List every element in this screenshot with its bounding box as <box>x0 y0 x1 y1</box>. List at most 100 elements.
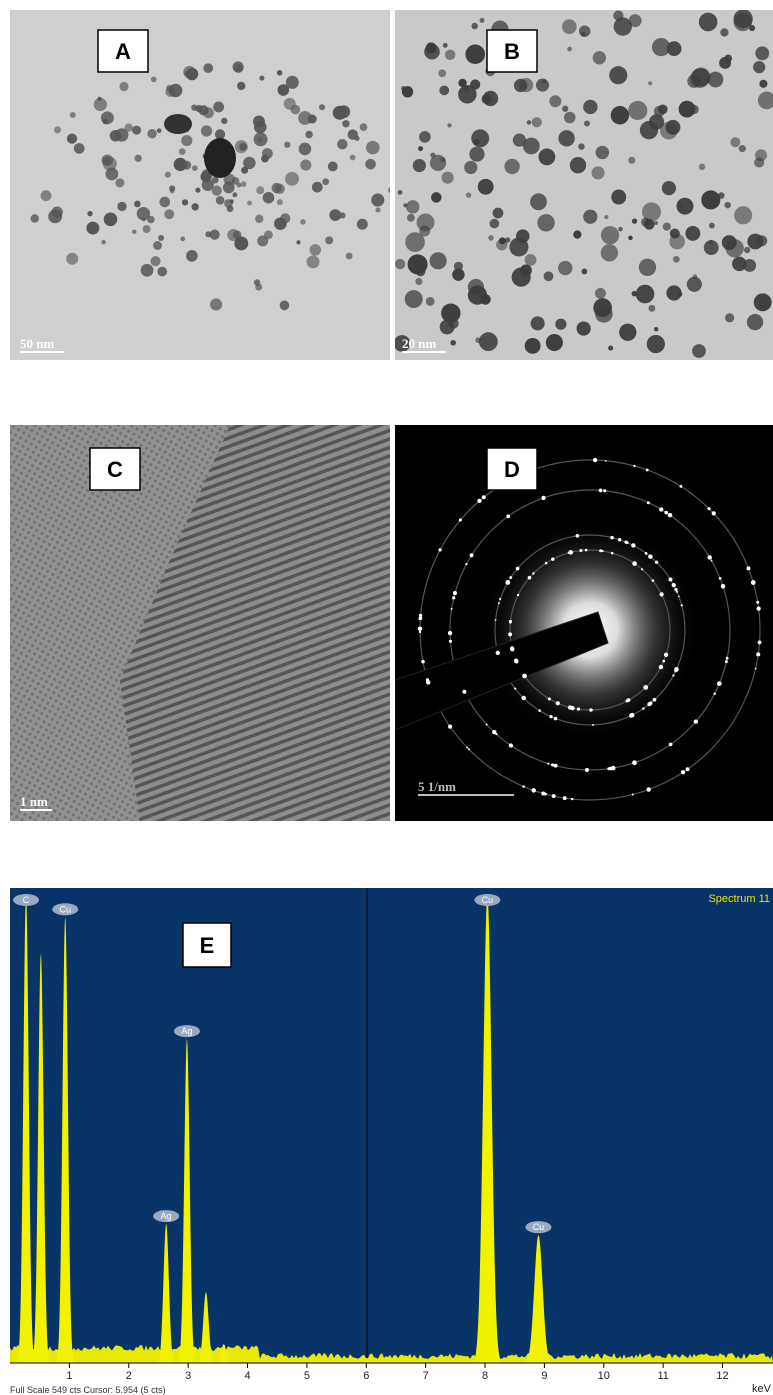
particle <box>482 94 492 104</box>
particle <box>677 292 682 297</box>
particle <box>263 192 275 204</box>
diffraction-spot <box>486 724 488 726</box>
particle <box>233 230 241 238</box>
particle <box>724 202 731 209</box>
particle <box>257 235 268 246</box>
particle <box>732 257 747 272</box>
spectrum-footer: Full Scale 549 cts Cursor: 5.954 (5 cts) <box>10 1385 166 1395</box>
particle <box>299 143 312 156</box>
diffraction-spot <box>633 545 635 547</box>
particle <box>445 50 455 60</box>
particle <box>102 119 108 125</box>
particle <box>41 190 52 201</box>
particle <box>567 47 572 52</box>
particle <box>666 120 681 135</box>
particle <box>725 313 734 322</box>
particle <box>443 43 448 48</box>
x-tick-label: 3 <box>185 1370 191 1382</box>
particle <box>749 25 755 31</box>
diffraction-spot <box>538 709 541 712</box>
particle <box>669 234 685 250</box>
diffraction-spot <box>421 660 425 664</box>
x-tick-label: 10 <box>598 1370 610 1382</box>
particle <box>241 181 247 187</box>
particle <box>468 279 484 295</box>
diffraction-spot <box>664 511 668 515</box>
particle <box>255 215 263 223</box>
particle <box>636 285 655 304</box>
particle <box>142 217 146 221</box>
particle <box>549 95 561 107</box>
diffraction-spot <box>579 549 582 552</box>
particle <box>538 148 555 165</box>
particle <box>346 253 353 260</box>
peak-label: Cu <box>482 895 494 905</box>
diffraction-spot <box>532 572 534 574</box>
particle <box>181 135 192 146</box>
particle <box>426 42 437 53</box>
particle <box>466 192 472 198</box>
particle <box>505 237 510 242</box>
particle <box>692 344 706 358</box>
tem-image-a <box>10 10 395 360</box>
particle <box>191 203 198 210</box>
particle <box>153 241 162 250</box>
diffraction-spot <box>721 584 726 589</box>
particle <box>747 314 763 330</box>
diffraction-spot <box>570 706 574 710</box>
particle <box>663 222 671 230</box>
x-tick-label: 12 <box>716 1370 728 1382</box>
particle <box>198 105 208 115</box>
diffraction-spot <box>551 763 554 766</box>
particle <box>504 159 519 174</box>
particle <box>215 129 225 139</box>
diffraction-spot <box>603 489 606 492</box>
particle <box>652 38 670 56</box>
diffraction-spot <box>516 567 520 571</box>
diffraction-spot <box>678 596 680 598</box>
particle <box>388 187 395 194</box>
diffraction-spot <box>426 680 430 684</box>
particle <box>562 106 568 112</box>
particle <box>558 261 572 275</box>
particle <box>54 126 61 133</box>
particle <box>366 141 380 155</box>
particle <box>532 117 542 127</box>
diffraction-spot <box>585 549 588 552</box>
particle <box>179 148 186 155</box>
diffraction-spot <box>618 538 622 542</box>
particle <box>87 211 92 216</box>
particle <box>584 120 590 126</box>
particle <box>183 66 196 79</box>
diffraction-spot <box>713 692 715 694</box>
diffraction-spot <box>632 794 634 796</box>
spectrum-title: Spectrum 11 <box>708 893 770 905</box>
panel-label: A <box>115 39 131 64</box>
particle <box>709 223 715 229</box>
particle <box>254 132 268 146</box>
diffraction-spot <box>756 652 760 656</box>
diffraction-spot <box>452 596 455 599</box>
diffraction-spot <box>611 552 614 555</box>
diffraction-spot <box>589 708 593 712</box>
diffraction-spot <box>509 620 512 623</box>
particle <box>201 125 212 136</box>
particle <box>164 209 174 219</box>
x-tick-label: 5 <box>304 1370 310 1382</box>
particle <box>134 201 141 208</box>
particle <box>147 216 155 224</box>
diffraction-spot <box>419 614 422 617</box>
particle <box>440 157 445 162</box>
particle <box>628 157 635 164</box>
particle <box>30 214 38 222</box>
particle <box>305 131 313 139</box>
particle <box>182 199 188 205</box>
x-tick-label: 1 <box>66 1370 72 1382</box>
diffraction-spot <box>470 553 474 557</box>
particle <box>125 123 133 131</box>
diffraction-spot <box>544 793 547 796</box>
hrtem-image <box>10 425 390 821</box>
particle <box>141 264 154 277</box>
diffraction-spot <box>719 577 722 580</box>
diffraction-spot <box>751 580 756 585</box>
